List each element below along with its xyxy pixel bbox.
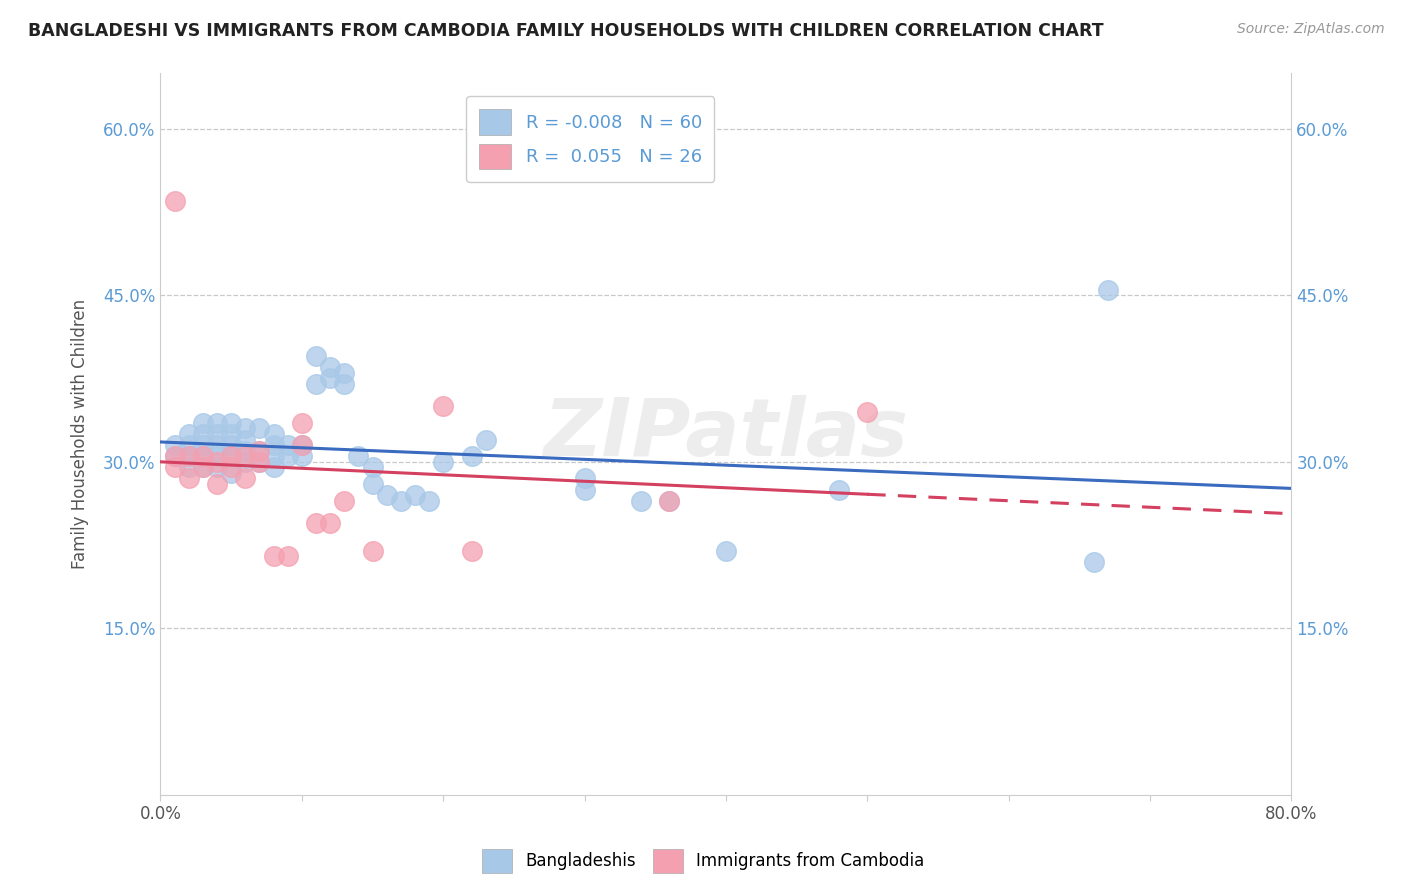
Point: [333, 366, 356, 380]
Point: [177, 427, 200, 442]
Point: [319, 371, 342, 385]
Point: [219, 427, 242, 442]
Point: [277, 438, 299, 452]
Point: [191, 427, 214, 442]
Point: [191, 449, 214, 463]
Point: [205, 455, 228, 469]
Point: [361, 460, 384, 475]
Point: [474, 433, 496, 447]
Point: [191, 416, 214, 430]
Point: [219, 466, 242, 480]
Point: [291, 438, 314, 452]
Point: [205, 427, 228, 442]
Point: [361, 543, 384, 558]
Point: [191, 460, 214, 475]
Point: [1083, 555, 1105, 569]
Point: [233, 443, 256, 458]
Text: ZIPatlas: ZIPatlas: [544, 395, 908, 473]
Point: [177, 438, 200, 452]
Point: [1097, 283, 1119, 297]
Point: [177, 471, 200, 485]
Point: [291, 449, 314, 463]
Point: [277, 449, 299, 463]
Point: [177, 460, 200, 475]
Point: [263, 438, 285, 452]
Point: [249, 443, 271, 458]
Point: [163, 449, 186, 463]
Point: [219, 449, 242, 463]
Point: [375, 488, 398, 502]
Point: [249, 455, 271, 469]
Text: Source: ZipAtlas.com: Source: ZipAtlas.com: [1237, 22, 1385, 37]
Point: [714, 543, 737, 558]
Point: [249, 455, 271, 469]
Point: [389, 493, 412, 508]
Point: [574, 483, 596, 497]
Point: [233, 455, 256, 469]
Point: [658, 493, 681, 508]
Point: [177, 449, 200, 463]
Point: [277, 549, 299, 564]
Point: [347, 449, 370, 463]
Point: [233, 421, 256, 435]
Point: [658, 493, 681, 508]
Point: [191, 460, 214, 475]
Point: [828, 483, 851, 497]
Point: [205, 438, 228, 452]
Point: [205, 477, 228, 491]
Point: [305, 516, 328, 530]
Point: [219, 449, 242, 463]
Point: [574, 471, 596, 485]
Point: [233, 471, 256, 485]
Point: [319, 360, 342, 375]
Point: [630, 493, 652, 508]
Text: BANGLADESHI VS IMMIGRANTS FROM CAMBODIA FAMILY HOUSEHOLDS WITH CHILDREN CORRELAT: BANGLADESHI VS IMMIGRANTS FROM CAMBODIA …: [28, 22, 1104, 40]
Point: [219, 438, 242, 452]
Point: [263, 449, 285, 463]
Point: [219, 460, 242, 475]
Point: [418, 493, 440, 508]
Point: [333, 493, 356, 508]
Point: [205, 460, 228, 475]
Point: [191, 449, 214, 463]
Point: [163, 438, 186, 452]
Legend: R = -0.008   N = 60, R =  0.055   N = 26: R = -0.008 N = 60, R = 0.055 N = 26: [465, 96, 714, 182]
Point: [263, 427, 285, 442]
Point: [263, 549, 285, 564]
Point: [205, 416, 228, 430]
Point: [305, 349, 328, 363]
Point: [333, 377, 356, 392]
Point: [233, 433, 256, 447]
Point: [856, 405, 879, 419]
Point: [432, 399, 454, 413]
Point: [432, 455, 454, 469]
Point: [249, 443, 271, 458]
Point: [163, 449, 186, 463]
Point: [460, 543, 482, 558]
Point: [205, 449, 228, 463]
Point: [263, 460, 285, 475]
Point: [291, 438, 314, 452]
Point: [305, 377, 328, 392]
Point: [291, 416, 314, 430]
Point: [163, 460, 186, 475]
Point: [319, 516, 342, 530]
Point: [191, 438, 214, 452]
Point: [219, 416, 242, 430]
Point: [163, 194, 186, 208]
Point: [249, 421, 271, 435]
Y-axis label: Family Households with Children: Family Households with Children: [72, 299, 89, 569]
Point: [404, 488, 426, 502]
Point: [233, 449, 256, 463]
Point: [177, 449, 200, 463]
Legend: Bangladeshis, Immigrants from Cambodia: Bangladeshis, Immigrants from Cambodia: [475, 842, 931, 880]
Point: [361, 477, 384, 491]
Point: [460, 449, 482, 463]
